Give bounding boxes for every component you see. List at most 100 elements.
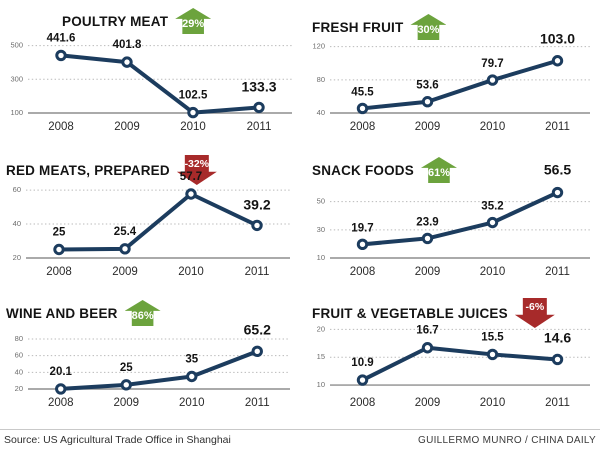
data-point-label: 15.5 <box>481 331 504 343</box>
data-point-marker <box>356 102 369 115</box>
data-point-marker <box>356 374 369 386</box>
x-axis-tick-label: 2010 <box>180 121 206 133</box>
data-point-marker <box>253 101 265 114</box>
series-line <box>58 349 260 391</box>
data-point-label: 23.9 <box>416 216 438 228</box>
x-axis-tick-label: 2008 <box>48 121 74 133</box>
footer-divider <box>0 429 600 430</box>
y-axis-tick-label: 500 <box>10 41 23 50</box>
data-point-marker <box>251 219 263 232</box>
data-point-marker <box>251 345 263 358</box>
badge-label: -6% <box>525 301 545 313</box>
chart-header: SNACK FOODS 61% <box>312 157 457 183</box>
y-axis-tick-label: 50 <box>317 197 325 206</box>
x-axis-tick-label: 2009 <box>114 121 140 133</box>
line-chart: 20 40 60 80 20.1 2008 25 2009 35 2010 65.2 2011 <box>15 321 290 409</box>
data-point-label: 35 <box>185 354 198 366</box>
data-point-label: 103.0 <box>540 31 575 47</box>
x-axis-tick-label: 2011 <box>245 397 270 409</box>
y-axis-tick-label: 10 <box>317 380 325 389</box>
chart-title: FRESH FRUIT <box>312 19 404 35</box>
data-point-label: 45.5 <box>351 86 374 98</box>
data-point-label: 65.2 <box>244 321 271 337</box>
series-line <box>57 191 259 252</box>
x-axis-tick-label: 2008 <box>350 121 376 133</box>
data-point-label: 39.2 <box>243 196 270 212</box>
data-point-label: 79.7 <box>481 58 503 70</box>
y-axis-tick-label: 10 <box>317 253 325 262</box>
x-axis-tick-label: 2010 <box>480 266 506 278</box>
y-axis-tick-label: 40 <box>317 108 325 117</box>
chart-header: FRUIT & VEGETABLE JUICES -6% <box>312 298 555 328</box>
data-point-marker <box>186 370 198 383</box>
data-point-label: 441.6 <box>47 32 76 44</box>
y-axis-tick-label: 40 <box>13 219 21 228</box>
data-point-marker <box>551 353 564 366</box>
line-chart: 40 80 120 45.5 2008 53.6 2009 79.7 2010 103.0 2011 <box>312 31 590 133</box>
chart-panel: RED MEATS, PREPARED -32% 20 40 60 25 2008 25.4 2… <box>0 145 300 290</box>
x-axis-tick-label: 2010 <box>480 121 506 133</box>
y-axis-tick-label: 15 <box>317 352 325 361</box>
data-point-label: 16.7 <box>416 325 438 337</box>
data-point-label: 57.7 <box>180 171 202 183</box>
x-axis-tick-label: 2008 <box>350 397 376 409</box>
chart-title: POULTRY MEAT <box>62 13 169 29</box>
x-axis-tick-label: 2011 <box>545 397 570 409</box>
badge-label: 29% <box>182 18 205 30</box>
data-point-marker <box>421 232 434 245</box>
data-point-marker <box>551 186 564 199</box>
y-axis-tick-label: 30 <box>317 225 325 234</box>
data-point-marker <box>121 56 133 68</box>
chart-title: RED MEATS, PREPARED <box>6 162 170 178</box>
chart-panel: POULTRY MEAT 29% 100 300 500 441.6 2008 401.8 20… <box>0 0 300 145</box>
x-axis-tick-label: 2010 <box>480 397 506 409</box>
chart-header: WINE AND BEER 86% <box>6 300 161 326</box>
y-axis-tick-label: 60 <box>13 185 21 194</box>
data-point-label: 56.5 <box>544 162 571 178</box>
series-line <box>59 53 261 115</box>
data-point-marker <box>187 106 199 119</box>
y-axis-tick-label: 40 <box>15 367 23 376</box>
badge-label: 61% <box>427 167 450 179</box>
series-line <box>360 190 560 247</box>
data-point-label: 25 <box>53 227 66 239</box>
x-axis-tick-label: 2011 <box>545 266 570 278</box>
x-axis-tick-label: 2008 <box>46 266 72 278</box>
chart-header: RED MEATS, PREPARED -32% <box>6 155 217 185</box>
data-point-marker <box>119 243 131 255</box>
credit-note: GUILLERMO MUNRO / CHINA DAILY <box>418 435 596 446</box>
data-point-marker <box>421 96 434 108</box>
data-point-label: 401.8 <box>113 39 142 51</box>
data-point-label: 14.6 <box>544 329 571 345</box>
chart-panel: SNACK FOODS 61% 10 30 50 19.7 2008 23.9 2009 35.2… <box>300 145 600 290</box>
y-axis-tick-label: 20 <box>317 324 325 333</box>
x-axis-tick-label: 2009 <box>112 266 138 278</box>
badge-label: 86% <box>131 310 154 322</box>
y-axis-tick-label: 300 <box>10 74 23 83</box>
chart-title: WINE AND BEER <box>6 305 118 321</box>
line-chart: 100 300 500 441.6 2008 401.8 2009 102.5 2010 133.… <box>10 32 292 133</box>
x-axis-tick-label: 2011 <box>545 121 570 133</box>
y-axis-tick-label: 120 <box>312 42 325 51</box>
data-point-marker <box>486 216 499 229</box>
data-point-marker <box>356 238 369 251</box>
chart-panel: FRUIT & VEGETABLE JUICES -6% 10 15 20 10.9 200… <box>300 290 600 435</box>
x-axis-tick-label: 2009 <box>415 397 441 409</box>
chart-header: POULTRY MEAT 29% <box>62 8 212 34</box>
y-axis-tick-label: 80 <box>15 334 23 343</box>
data-point-marker <box>55 49 67 62</box>
y-axis-tick-label: 20 <box>13 253 21 262</box>
data-point-label: 25 <box>120 362 133 374</box>
data-point-marker <box>120 379 132 391</box>
data-point-label: 53.6 <box>416 80 438 92</box>
y-axis-tick-label: 20 <box>15 384 23 393</box>
x-axis-tick-label: 2008 <box>350 266 376 278</box>
badge-label: -32% <box>184 158 210 170</box>
x-axis-tick-label: 2009 <box>415 266 441 278</box>
x-axis-tick-label: 2009 <box>113 397 139 409</box>
chart-title: FRUIT & VEGETABLE JUICES <box>312 305 508 321</box>
chart-panel: WINE AND BEER 86% 20 40 60 80 20.1 2008 25 2009 35… <box>0 290 300 435</box>
source-note: Source: US Agricultural Trade Office in … <box>4 434 231 446</box>
y-axis-tick-label: 60 <box>15 351 23 360</box>
